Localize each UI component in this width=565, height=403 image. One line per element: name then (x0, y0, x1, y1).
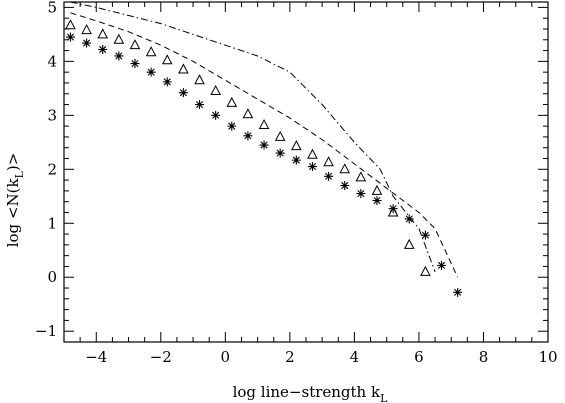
y-tick-label: −1 (35, 322, 57, 340)
triangle-point (323, 156, 334, 167)
triangle-point (129, 39, 141, 50)
triangle-point (290, 140, 302, 151)
y-axis-title: log <N(kL)> (4, 153, 26, 248)
y-axis-title-subscript: L (13, 170, 26, 178)
asterisk-point (130, 59, 140, 69)
triangle-point (113, 33, 125, 44)
asterisk-point (82, 38, 92, 48)
triangle-point (403, 238, 415, 249)
dashdot-series-line (70, 1, 436, 273)
x-axis-title: log line−strength kL (233, 383, 388, 403)
x-axis-title-subscript: L (380, 392, 388, 403)
y-tick-label: 0 (47, 268, 57, 286)
y-tick-label: 4 (47, 52, 57, 70)
asterisk-point (291, 155, 301, 165)
asterisk-point (307, 162, 317, 172)
asterisk-point (65, 32, 75, 42)
triangle-point (242, 108, 254, 119)
y-tick-label: 1 (47, 214, 57, 232)
triangle-point (226, 96, 238, 107)
asterisk-point (259, 140, 269, 150)
triangle-point (387, 206, 399, 217)
asterisk-point (98, 44, 108, 54)
triangle-point (145, 46, 157, 57)
x-tick-label: 10 (538, 348, 557, 366)
asterisk-point (162, 77, 172, 87)
asterisk-point (114, 51, 124, 61)
triangle-point (339, 163, 351, 174)
series-layer (65, 1, 463, 297)
triangle-point (210, 84, 221, 96)
y-tick-label: 2 (47, 160, 57, 178)
x-tick-label: 0 (221, 348, 231, 366)
asterisk-point (340, 180, 350, 190)
x-tick-label: −2 (150, 348, 172, 366)
dashed-series-line (70, 12, 459, 278)
asterisk-point (372, 196, 382, 206)
triangle-point (65, 19, 76, 30)
asterisk-point (195, 100, 205, 110)
asterisk-point (178, 88, 188, 98)
triangle-point (420, 265, 431, 276)
asterisk-point (388, 204, 398, 214)
asterisk-point (437, 260, 447, 270)
asterisk-point (420, 230, 430, 240)
asterisk-point (227, 121, 237, 131)
triangle-point (371, 184, 383, 195)
asterisk-point (211, 110, 221, 120)
asterisk-point (404, 214, 414, 224)
y-axis-title-end: )> (4, 153, 22, 171)
x-tick-label: 8 (479, 348, 489, 366)
plot-frame (63, 1, 549, 343)
asterisk-point (453, 287, 463, 297)
triangle-point (161, 54, 173, 65)
x-tick-label: 2 (285, 348, 295, 366)
plot-border (63, 1, 549, 343)
asterisk-point (275, 148, 285, 158)
triangle-point (355, 171, 367, 182)
triangle-point (178, 63, 189, 74)
triangle-point (274, 130, 286, 141)
asterisk-point (243, 131, 253, 141)
triangle-point (81, 23, 92, 35)
asterisk-point (146, 67, 156, 77)
asterisk-point (324, 171, 334, 181)
y-tick-label: 5 (47, 0, 57, 16)
triangle-point (194, 74, 205, 85)
asterisk-point (356, 189, 366, 199)
triangle-point (97, 28, 109, 39)
triangle-point (258, 118, 270, 130)
ticks: −4 −2 0 2 4 6 8 10 −1 0 1 2 3 4 5 (35, 0, 558, 366)
y-tick-label: 3 (47, 106, 57, 124)
x-tick-label: 6 (414, 348, 424, 366)
x-tick-label: 4 (350, 348, 360, 366)
triangle-point (307, 148, 318, 159)
x-tick-label: −4 (85, 348, 107, 366)
